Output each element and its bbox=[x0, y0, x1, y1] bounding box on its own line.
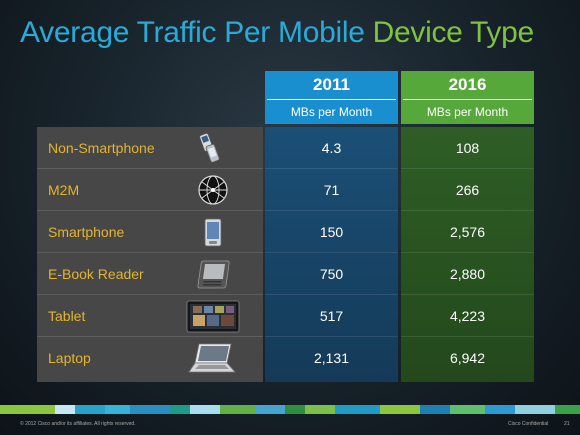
row-label: M2M bbox=[48, 182, 80, 198]
cell-2016-tablet: 4,223 bbox=[401, 295, 534, 337]
cell-2011-tablet: 517 bbox=[265, 295, 398, 337]
feature-phone-icon bbox=[199, 132, 220, 163]
row-label: Tablet bbox=[48, 308, 86, 324]
row-label: Non-Smartphone bbox=[48, 140, 155, 156]
row-non-smartphone: Non-Smartphone bbox=[37, 127, 263, 169]
cell-2011-smartphone: 150 bbox=[265, 211, 398, 253]
year-2011: 2011 bbox=[313, 75, 350, 94]
cell-2011-laptop: 2,131 bbox=[313, 350, 350, 366]
laptop-icon bbox=[188, 343, 236, 373]
row-ebook-reader: E-Book Reader bbox=[37, 253, 263, 295]
title-part-2: Device Type bbox=[372, 16, 535, 49]
data-column-2016: 108 266 2,576 2,880 4,223 6,942 bbox=[401, 127, 534, 382]
footer-color-bar bbox=[0, 405, 580, 414]
cell-2016-laptop: 6,942 bbox=[449, 350, 486, 366]
row-m2m: M2M bbox=[37, 169, 263, 211]
row-tablet: Tablet bbox=[37, 295, 263, 337]
page-number: 21 bbox=[564, 421, 570, 427]
data-column-2011: 4.3 71 150 750 517 2,131 bbox=[265, 127, 398, 382]
row-label: Laptop bbox=[48, 350, 91, 366]
smartphone-icon bbox=[204, 218, 222, 247]
globe-network-icon bbox=[198, 175, 228, 205]
device-type-column: Non-Smartphone M2M Smartphone bbox=[37, 127, 263, 382]
tablet-icon bbox=[186, 300, 240, 333]
unit-2011: MBs per Month bbox=[267, 99, 396, 124]
cell-2016-non-smartphone: 108 bbox=[401, 127, 534, 169]
row-smartphone: Smartphone bbox=[37, 211, 263, 253]
footer-classification: Cisco Confidential bbox=[508, 421, 549, 427]
row-label: Smartphone bbox=[48, 224, 125, 240]
cell-2016-m2m: 266 bbox=[401, 169, 534, 211]
cell-2016-smartphone: 2,576 bbox=[401, 211, 534, 253]
cell-2011-m2m: 71 bbox=[265, 169, 398, 211]
year-2016: 2016 bbox=[448, 75, 487, 94]
row-label: E-Book Reader bbox=[48, 266, 144, 282]
cell-2011-non-smartphone: 4.3 bbox=[265, 127, 398, 169]
slide-title: Average Traffic Per Mobile Device Type bbox=[20, 16, 534, 50]
cell-2011-ebook-reader: 750 bbox=[265, 253, 398, 295]
row-laptop: Laptop bbox=[37, 337, 263, 379]
column-header-2016: 2016 MBs per Month bbox=[401, 71, 534, 124]
cell-2016-ebook-reader: 2,880 bbox=[401, 253, 534, 295]
column-header-2011: 2011 MBs per Month bbox=[265, 71, 398, 124]
title-part-1: Average Traffic Per Mobile bbox=[20, 16, 373, 49]
unit-2016: MBs per Month bbox=[403, 99, 532, 124]
footer-copyright: © 2012 Cisco and/or its affiliates. All … bbox=[20, 421, 136, 427]
ebook-reader-icon bbox=[197, 260, 230, 289]
